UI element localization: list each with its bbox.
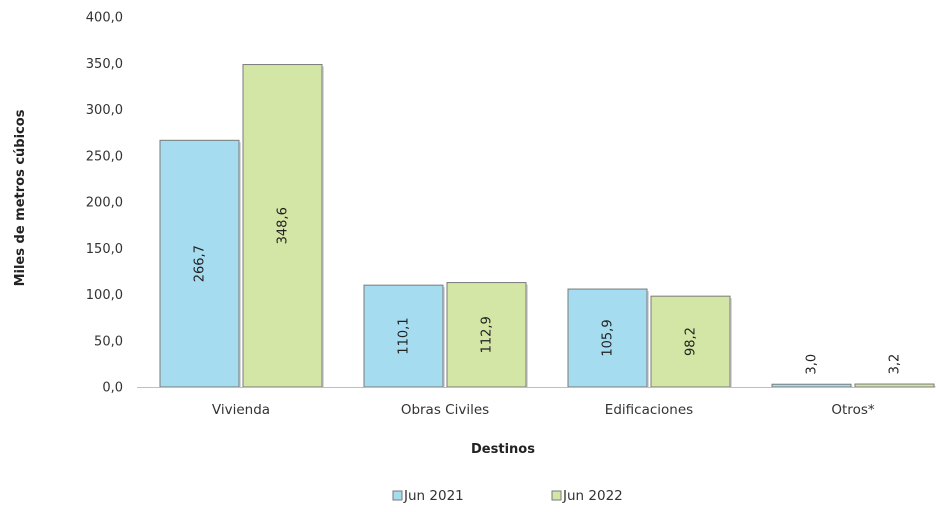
y-tick-label: 0,0: [102, 381, 123, 396]
x-category-label: Otros*: [831, 402, 874, 418]
x-category-label: Vivienda: [212, 402, 270, 418]
legend-label: Jun 2022: [562, 488, 623, 504]
legend-swatch: [392, 490, 403, 501]
data-label: 110,1: [397, 317, 412, 354]
y-tick-label: 400,0: [86, 11, 123, 26]
bar: [242, 64, 323, 388]
y-tick-label: 150,0: [86, 242, 123, 257]
x-category-label: Edificaciones: [605, 402, 693, 418]
y-tick-label: 250,0: [86, 149, 123, 164]
data-label: 3,0: [805, 354, 820, 375]
data-label: 348,6: [276, 207, 291, 244]
bar: [854, 383, 935, 388]
y-tick-label: 100,0: [86, 288, 123, 303]
bar: [771, 383, 852, 388]
data-label: 112,9: [480, 316, 495, 353]
bar: [446, 282, 527, 388]
data-label: 266,7: [193, 245, 208, 282]
y-axis-title: Miles de metros cúbicos: [13, 109, 28, 286]
y-tick-label: 350,0: [86, 57, 123, 72]
bar-series: [159, 64, 936, 388]
x-category-label: Obras Civiles: [401, 402, 489, 418]
data-label: 3,2: [888, 354, 903, 375]
y-tick-label: 50,0: [94, 334, 123, 349]
x-axis-title: Destinos: [471, 442, 535, 457]
legend-label: Jun 2021: [403, 488, 464, 504]
legend: Jun 2021 Jun 2022: [392, 488, 623, 504]
y-tick-label: 200,0: [86, 196, 123, 211]
data-label: 105,9: [601, 319, 616, 356]
y-axis-ticks: 0,0 50,0 100,0 150,0 200,0 250,0 300,0 350,0 400…: [86, 11, 123, 396]
data-labels: 266,7 348,6 110,1 112,9 105,9 98,2 3,0 3,2: [193, 207, 903, 374]
x-axis-categories: Vivienda Obras Civiles Edificaciones Otros*: [212, 402, 875, 418]
y-tick-label: 300,0: [86, 103, 123, 118]
bar: [650, 295, 731, 388]
bar: [159, 139, 240, 388]
legend-swatch: [551, 490, 562, 501]
data-label: 98,2: [684, 327, 699, 356]
